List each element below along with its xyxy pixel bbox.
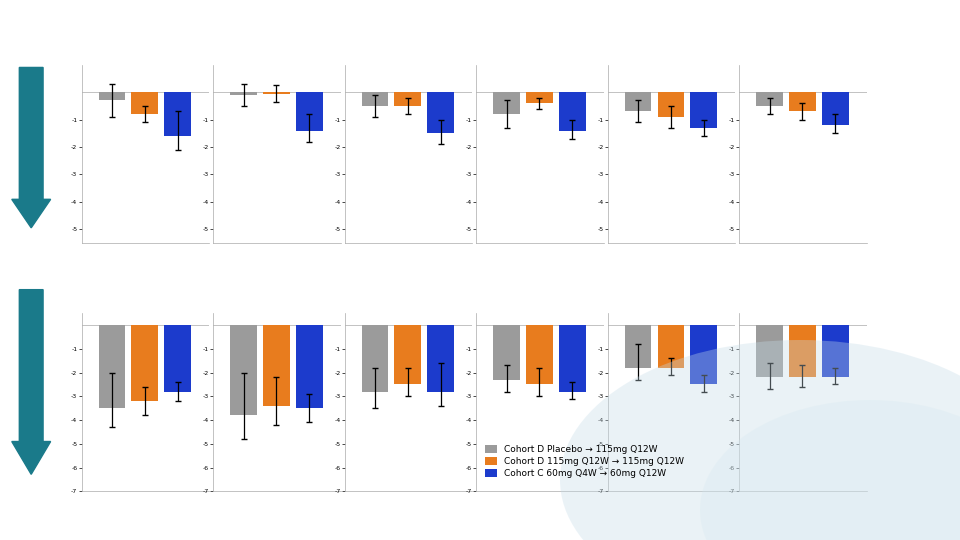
Bar [526,92,553,103]
Bar [263,325,290,406]
Bar [362,92,389,106]
Bar [559,325,586,392]
Bar [395,92,421,106]
Bar [690,92,717,128]
Bar [296,92,323,131]
Bar [493,325,520,380]
Bar [658,92,684,117]
Bar [625,325,652,368]
Bar [559,92,586,131]
Bar [756,92,783,106]
Bar [99,325,126,408]
Bar [296,325,323,408]
Bar [395,325,421,384]
Bar [493,92,520,114]
Bar [625,92,652,111]
Bar [230,325,257,415]
Ellipse shape [560,340,960,540]
Bar [362,325,389,392]
Bar [427,92,454,133]
Bar [263,92,290,93]
Bar [756,325,783,377]
FancyArrow shape [12,289,51,474]
Legend: Cohort D Placebo → 115mg Q12W, Cohort D 115mg Q12W → 115mg Q12W, Cohort C 60mg Q: Cohort D Placebo → 115mg Q12W, Cohort D … [485,444,684,478]
FancyArrow shape [12,68,51,228]
Bar [658,325,684,368]
Bar [427,325,454,392]
Bar [822,92,849,125]
Bar [164,92,191,136]
Bar [132,325,158,401]
Bar [132,92,158,114]
Ellipse shape [700,400,960,540]
Bar [789,92,816,111]
Bar [822,325,849,377]
Bar [99,92,126,100]
Bar [526,325,553,384]
Bar [164,325,191,392]
Bar [690,325,717,384]
Bar [789,325,816,377]
Bar [230,92,257,95]
